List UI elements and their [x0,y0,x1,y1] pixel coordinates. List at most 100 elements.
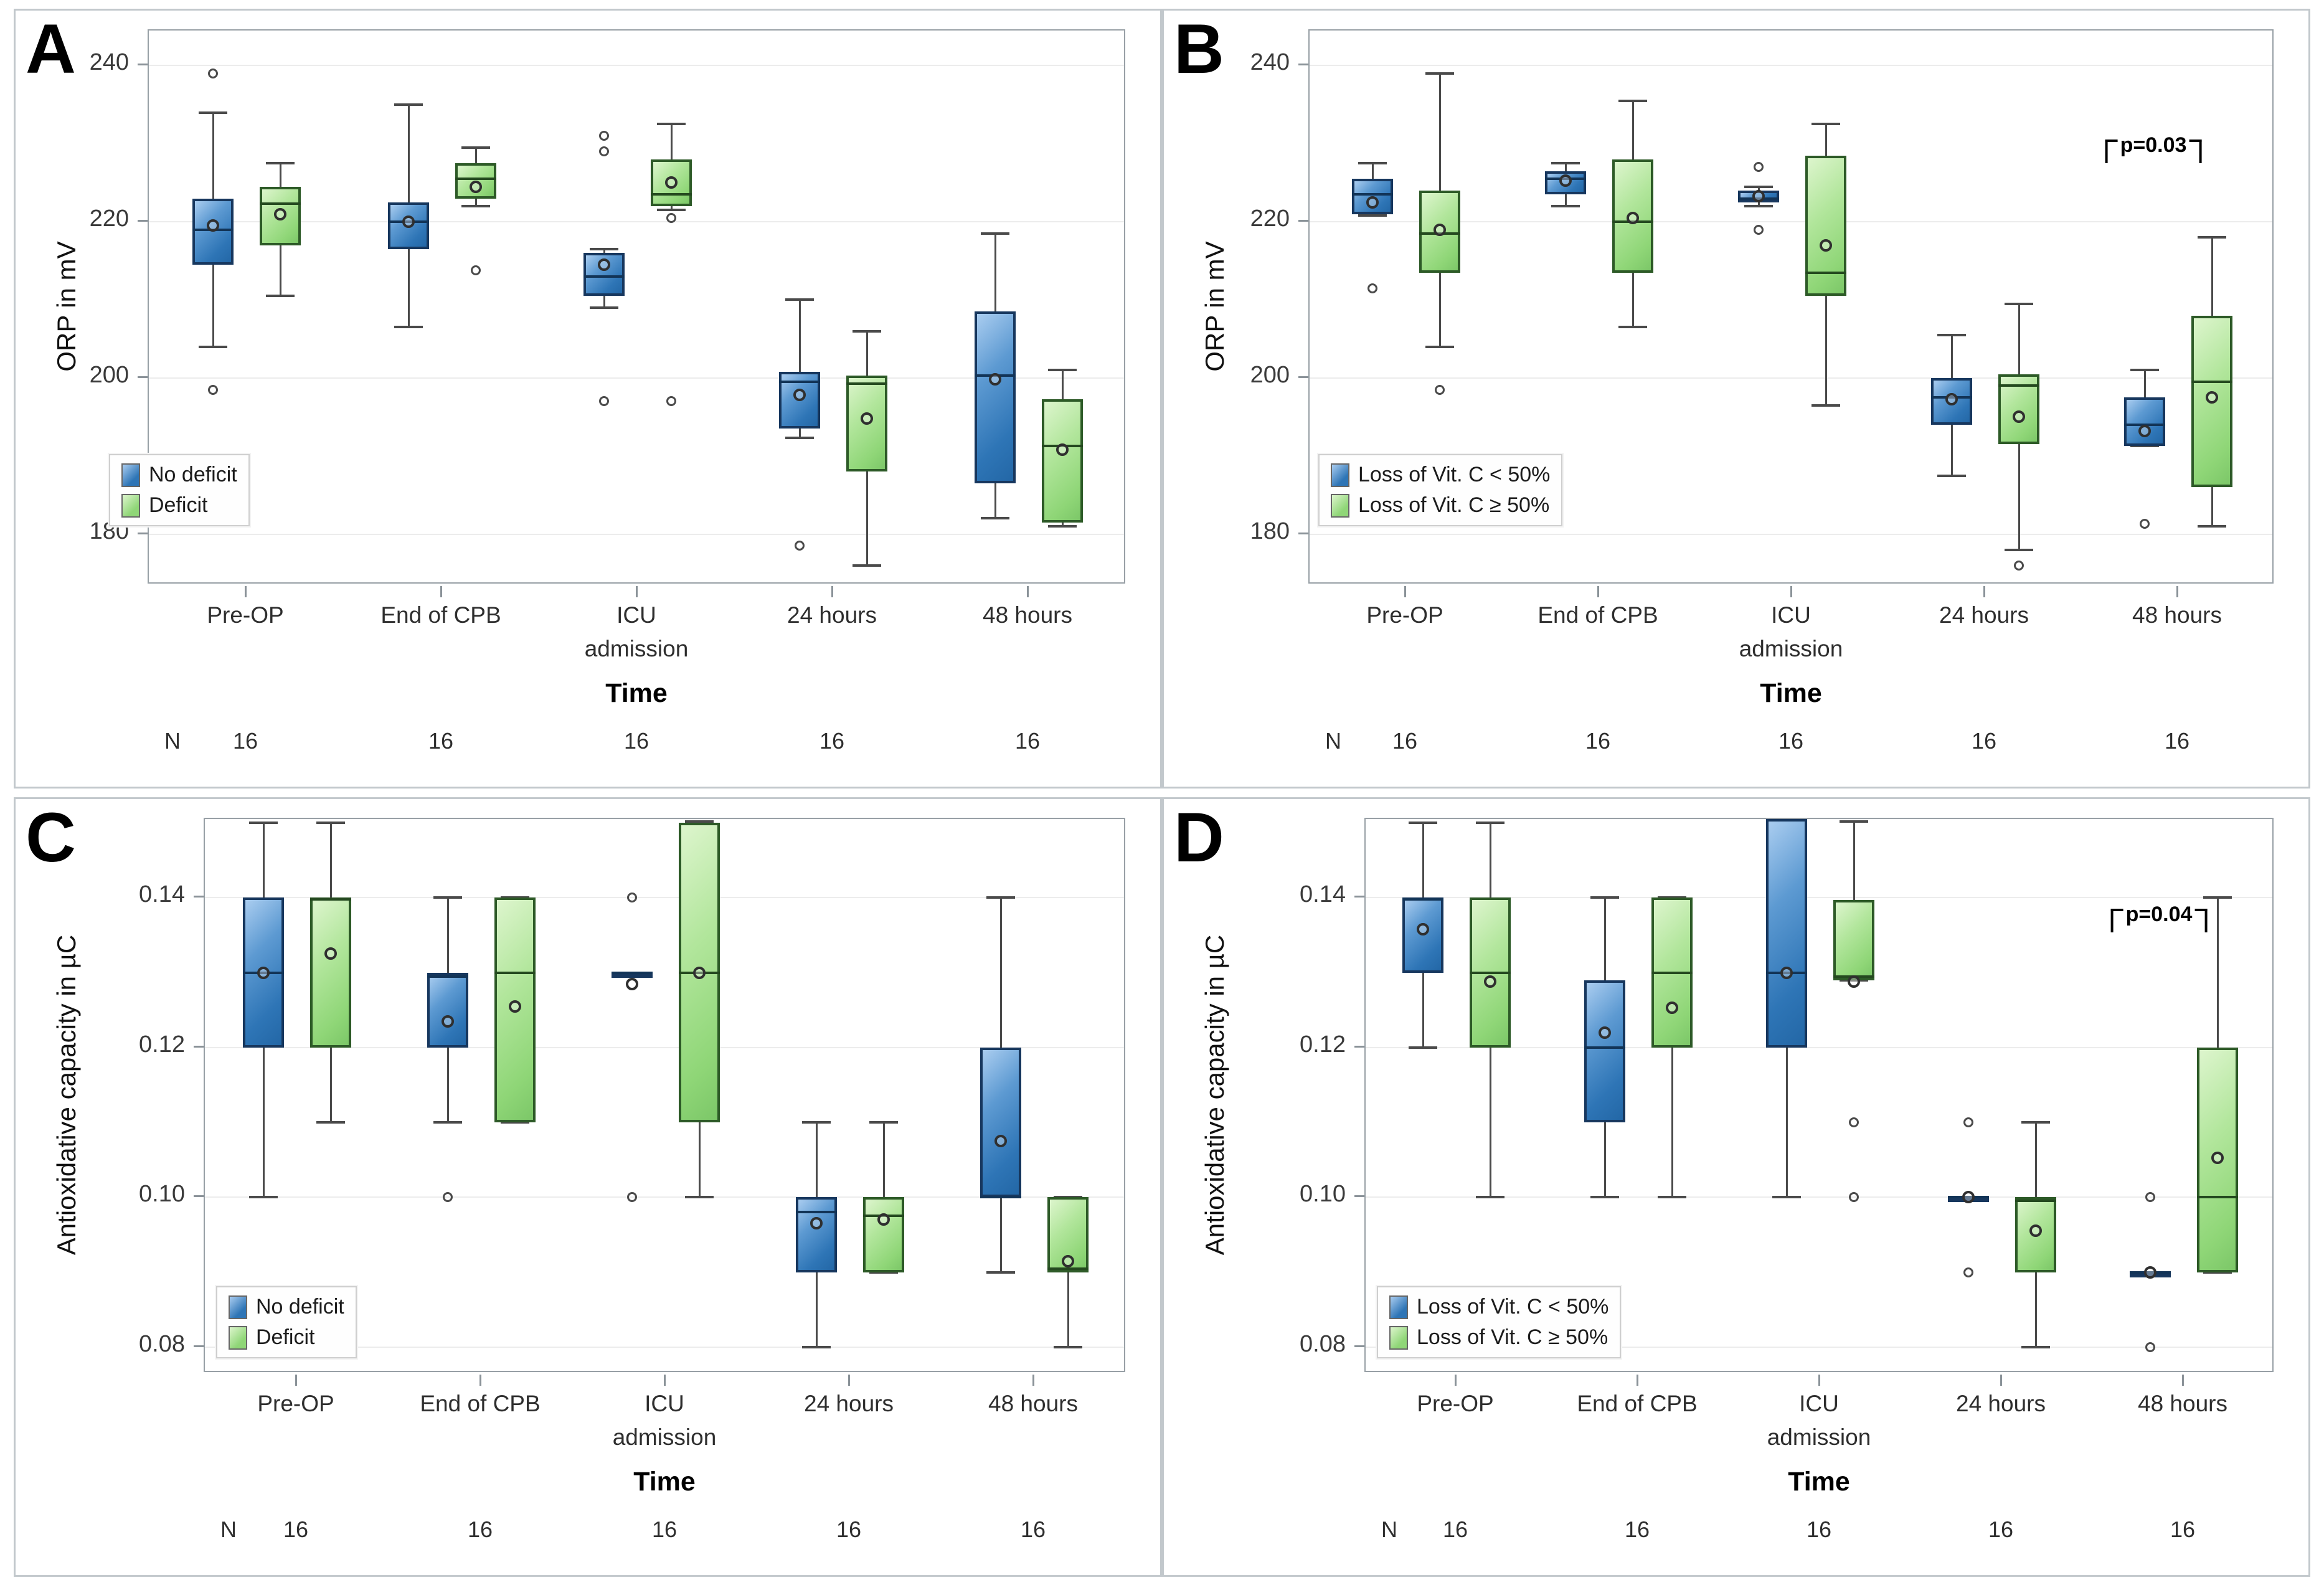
gridline [149,65,1124,67]
outlier-marker [2014,560,2024,571]
whisker-cap-bottom [981,517,1009,520]
median-line [2197,1196,2238,1199]
mean-marker [1820,239,1832,252]
mean-marker [442,1015,454,1028]
mean-marker [1752,189,1765,202]
mean-marker [207,219,219,232]
n-value: 16 [1020,1517,1046,1542]
outlier-marker [599,131,609,141]
mean-marker [1945,392,1958,405]
x-tick-mark [244,586,247,597]
legend-label: No deficit [256,1295,344,1319]
box-iqr [583,253,625,296]
whisker-cap-bottom [2203,1271,2232,1274]
median-line [2015,1200,2056,1203]
x-tick-label: 48 hours [983,602,1072,628]
mean-marker [257,966,270,979]
x-tick-label: 48 hours [988,1391,1078,1416]
x-tick-mark [635,586,638,597]
whisker-cap-top [1937,333,1966,336]
n-value: 16 [1778,728,1804,754]
mean-marker [2144,1266,2156,1279]
whisker-cap-top [1551,162,1580,165]
whisker-cap-bottom [461,205,490,208]
n-value: 16 [1624,1517,1650,1542]
legend-swatch-blue-icon [1331,463,1349,487]
y-tick-mark [1354,1195,1364,1198]
median-line [310,897,351,901]
median-line [1352,193,1393,196]
mean-marker [810,1217,823,1230]
y-tick-label: 240 [89,49,129,76]
y-tick-mark [1298,532,1308,534]
y-tick-mark [1298,220,1308,222]
x-tick-label: End of CPB [1538,602,1658,628]
outlier-marker [1963,1117,1973,1128]
mean-marker [877,1213,890,1226]
y-tick-mark [138,376,148,378]
outlier-marker [1754,224,1764,235]
y-tick-mark [194,1345,204,1347]
whisker-cap-bottom [785,437,814,440]
n-value: 16 [1806,1517,1832,1542]
whisker-cap-top [785,298,814,301]
gridline [149,377,1124,379]
box-iqr [2015,1197,2056,1272]
whisker-cap-top [1618,99,1647,102]
mean-marker [1962,1191,1975,1204]
whisker-cap-bottom [2021,1345,2050,1348]
panel-C: C Antioxidative capacity in µC 0.14 0.12 0.1… [14,797,1162,1577]
box-iqr [796,1197,837,1272]
gridline [1366,1196,2272,1198]
mean-marker [665,176,678,189]
y-tick-label: 180 [1250,518,1290,544]
median-line [846,382,887,385]
n-value: 16 [651,1517,678,1542]
x-tick-label: ICU [1771,602,1811,628]
outlier-marker [1963,1267,1973,1277]
legend-swatch-green-icon [121,493,140,518]
y-tick-label: 0.12 [139,1031,185,1058]
n-value: 16 [1392,728,1418,754]
whisker-cap-bottom [316,1121,345,1124]
whisker-cap-bottom [1811,404,1840,407]
gridline [1310,377,2272,379]
whisker-cap-bottom [249,1196,278,1199]
x-axis-title: Time [1788,1467,1850,1497]
panel-letter: B [1174,10,1224,88]
outlier-marker [208,68,218,78]
box-iqr [1584,980,1625,1123]
whisker-cap-bottom [1658,1196,1686,1199]
whisker-cap-bottom [501,1121,529,1124]
gridline [1366,1046,2272,1048]
outlier-marker [471,265,481,275]
outlier-marker [208,384,218,395]
outlier-marker [666,212,676,223]
outlier-marker [2145,1192,2155,1203]
y-tick-label: 220 [1250,206,1290,232]
n-value: 16 [1442,1517,1468,1542]
plot-area [148,29,1125,584]
legend-item: Deficit [229,1325,344,1350]
legend-swatch-green-icon [1389,1325,1408,1350]
whisker-cap-bottom [685,1196,714,1199]
whisker-cap-top [1811,123,1840,126]
whisker-cap-top [2198,236,2226,239]
box-iqr [975,311,1016,484]
mean-marker [1484,975,1496,988]
x-tick-label: 48 hours [2138,1391,2227,1416]
outlier-marker [795,541,805,551]
x-tick-mark [1026,586,1029,597]
whisker-line [1067,1197,1069,1347]
mean-marker [1056,443,1069,457]
whisker-cap-top [433,896,462,899]
n-value: 16 [232,728,258,754]
whisker-cap-bottom [802,1345,831,1348]
y-tick-label: 0.10 [1300,1181,1346,1208]
mean-marker [324,947,337,960]
y-axis-label: Antioxidative capacity in µC [1200,934,1229,1256]
box-iqr [2124,397,2165,446]
legend-swatch-green-icon [1331,493,1349,518]
x-tick-label: ICU [1799,1391,1839,1416]
y-tick-label: 200 [89,361,129,388]
